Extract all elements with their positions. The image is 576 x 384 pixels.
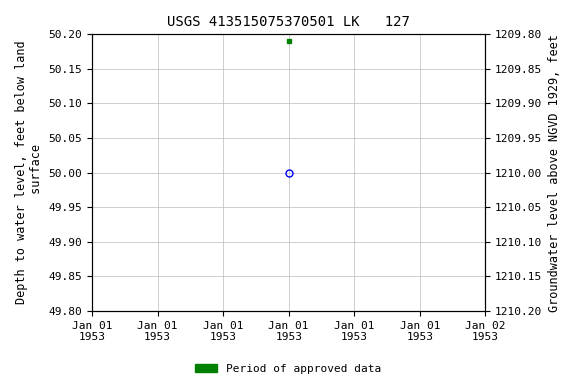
Legend: Period of approved data: Period of approved data xyxy=(191,359,385,379)
Y-axis label: Depth to water level, feet below land
 surface: Depth to water level, feet below land su… xyxy=(15,41,43,305)
Y-axis label: Groundwater level above NGVD 1929, feet: Groundwater level above NGVD 1929, feet xyxy=(548,34,561,311)
Title: USGS 413515075370501 LK   127: USGS 413515075370501 LK 127 xyxy=(167,15,410,29)
